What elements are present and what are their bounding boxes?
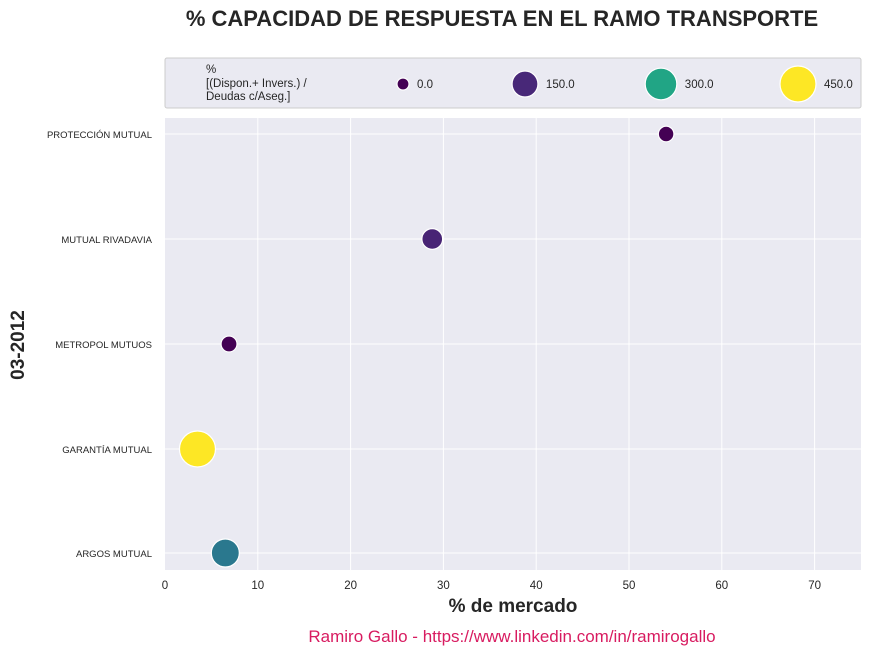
- x-tick-label: 20: [344, 580, 357, 592]
- data-point: [220, 335, 238, 353]
- legend-title-line-3: Deudas c/Aseg.]: [206, 91, 290, 103]
- legend-title-line-1: %: [206, 64, 216, 76]
- legend-label: 0.0: [417, 79, 433, 91]
- chart-title: % CAPACIDAD DE RESPUESTA EN EL RAMO TRAN…: [185, 6, 819, 31]
- data-point: [421, 228, 444, 250]
- y-tick-label: MUTUAL RIVADAVIA: [61, 235, 152, 246]
- legend-marker: [511, 70, 539, 98]
- grid-lines: [165, 118, 861, 570]
- legend-label: 300.0: [685, 79, 714, 91]
- x-tick-label: 50: [623, 580, 636, 592]
- x-axis-label: % de mercado: [449, 596, 578, 617]
- x-tick-label: 70: [808, 580, 821, 592]
- y-tick-label: PROTECCIÓN MUTUAL: [47, 130, 152, 141]
- legend-label: 450.0: [824, 79, 853, 91]
- data-points: [178, 125, 675, 568]
- x-tick-label: 10: [251, 580, 264, 592]
- y-tick-label: GARANTÍA MUTUAL: [62, 445, 152, 456]
- x-tick-label: 60: [715, 580, 728, 592]
- data-point: [210, 538, 240, 568]
- x-tick-label: 40: [530, 580, 543, 592]
- legend-marker: [779, 65, 817, 103]
- legend-marker: [396, 77, 410, 91]
- footer-credit: Ramiro Gallo - https://www.linkedin.com/…: [308, 627, 716, 646]
- legend-entries: 0.0 150.0 300.0 450.0: [396, 65, 853, 103]
- x-tick-label: 30: [437, 580, 450, 592]
- y-tick-label: METROPOL MUTUOS: [55, 340, 152, 351]
- y-axis-label: 03-2012: [8, 310, 29, 380]
- legend-title-line-2: [(Dispon.+ Invers.) /: [206, 78, 307, 90]
- y-axis-ticks: PROTECCIÓN MUTUAL MUTUAL RIVADAVIA METROPO…: [47, 130, 153, 560]
- legend-label: 150.0: [546, 79, 575, 91]
- x-tick-label: 0: [162, 580, 168, 592]
- data-point: [657, 125, 675, 143]
- data-point: [178, 430, 217, 468]
- y-tick-label: ARGOS MUTUAL: [76, 549, 152, 560]
- legend-marker: [644, 67, 678, 101]
- x-axis-ticks: 0 10 20 30 40 50 60 70: [162, 580, 821, 592]
